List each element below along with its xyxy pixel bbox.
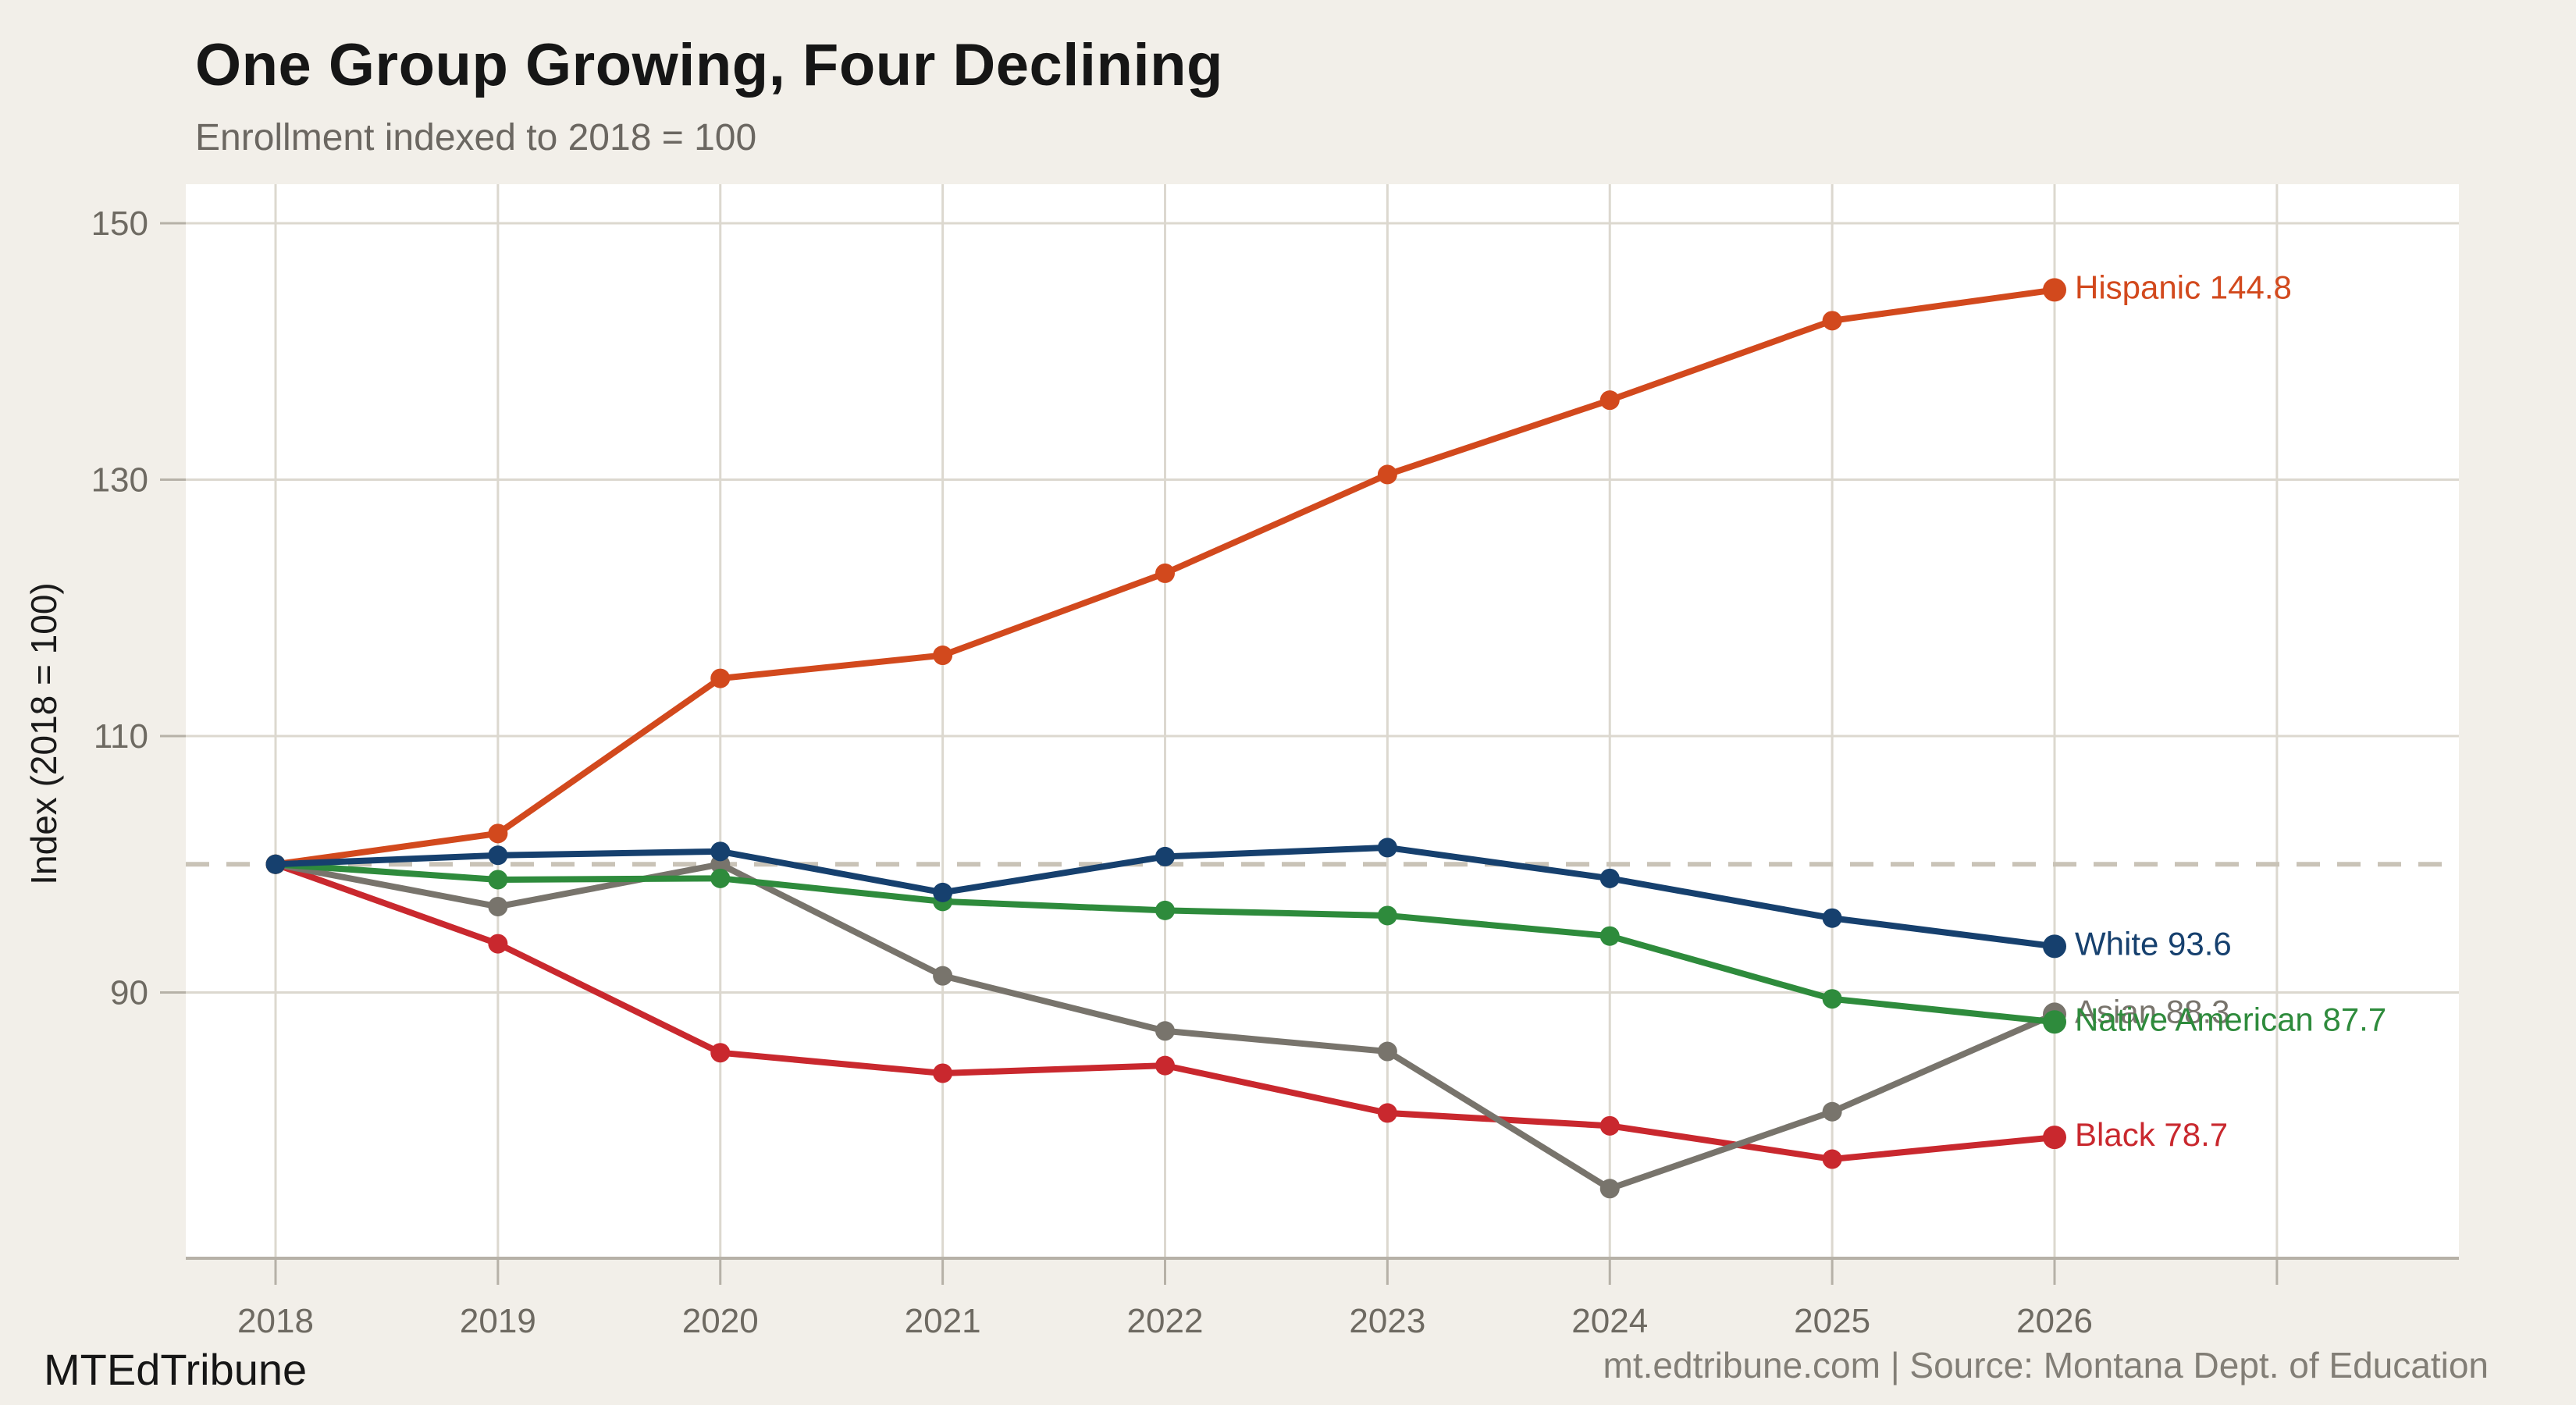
series-point-black-2023 [1377, 1103, 1397, 1123]
chart-header: One Group Growing, Four Declining Enroll… [195, 31, 1223, 159]
series-point-hispanic-2023 [1377, 464, 1397, 485]
series-end-label-asian: Asian 88.3 [2075, 994, 2229, 1030]
page-subtitle: Enrollment indexed to 2018 = 100 [195, 117, 757, 158]
series-point-native-american-2025 [1822, 989, 1842, 1009]
series-point-asian-2022 [1155, 1021, 1175, 1041]
x-tick-label-2026: 2026 [2016, 1302, 2093, 1340]
series-point-black-2026 [2043, 1126, 2066, 1150]
series-point-black-2024 [1599, 1115, 1620, 1136]
series-point-white-2025 [1822, 908, 1842, 928]
x-tick-label-2023: 2023 [1349, 1302, 1425, 1340]
x-tick-label-2022: 2022 [1127, 1302, 1204, 1340]
source-attribution: mt.edtribune.com | Source: Montana Dept.… [1603, 1345, 2489, 1385]
series-point-hispanic-2025 [1822, 311, 1842, 331]
series-point-native-american-2019 [488, 870, 508, 890]
y-tick-label-130: 130 [91, 461, 148, 500]
series-point-native-american-2023 [1377, 905, 1397, 926]
series-end-label-hispanic: Hispanic 144.8 [2075, 269, 2292, 306]
series-point-hispanic-2026 [2043, 278, 2066, 302]
plot-panel [186, 184, 2459, 1258]
y-tick-label-110: 110 [94, 717, 148, 756]
series-point-black-2020 [710, 1043, 731, 1063]
series-end-label-black: Black 78.7 [2075, 1116, 2228, 1153]
series-point-white-2026 [2043, 934, 2066, 959]
series-point-native-american-2026 [2043, 1010, 2066, 1034]
series-point-black-2025 [1822, 1149, 1842, 1169]
series-point-white-2022 [1155, 846, 1175, 866]
y-tick-label-150: 150 [91, 205, 148, 243]
series-point-white-2018 [265, 854, 286, 874]
series-point-white-2024 [1599, 868, 1620, 888]
series-point-hispanic-2020 [710, 668, 731, 688]
series-point-black-2021 [933, 1063, 953, 1083]
series-point-black-2022 [1155, 1055, 1175, 1076]
x-tick-label-2018: 2018 [237, 1302, 314, 1340]
series-end-label-white: White 93.6 [2075, 925, 2232, 962]
series-point-native-american-2024 [1599, 926, 1620, 946]
series-point-white-2019 [488, 845, 508, 866]
series-point-hispanic-2022 [1155, 563, 1175, 583]
series-point-asian-2024 [1599, 1179, 1620, 1199]
series-point-white-2021 [933, 882, 953, 902]
series-point-hispanic-2019 [488, 823, 508, 844]
series-point-hispanic-2024 [1599, 390, 1620, 411]
series-end-label-native-american: Native American 87.7 [2075, 1001, 2386, 1037]
series-point-hispanic-2021 [933, 646, 953, 666]
series-point-white-2020 [710, 841, 731, 862]
x-tick-label-2021: 2021 [905, 1302, 981, 1340]
y-tick-label-90: 90 [110, 974, 148, 1012]
series-point-native-american-2020 [710, 868, 731, 888]
series-point-asian-2019 [488, 896, 508, 916]
series-point-asian-2021 [933, 966, 953, 986]
series-point-native-american-2022 [1155, 900, 1175, 920]
brand-logo-text: MTEdTribune [44, 1345, 308, 1394]
x-tick-label-2025: 2025 [1794, 1302, 1870, 1340]
y-axis-title: Index (2018 = 100) [23, 582, 64, 884]
series-point-asian-2023 [1377, 1041, 1397, 1062]
series-point-black-2019 [488, 934, 508, 954]
series-point-white-2023 [1377, 838, 1397, 858]
x-tick-label-2024: 2024 [1571, 1302, 1648, 1340]
x-tick-label-2019: 2019 [460, 1302, 536, 1340]
page-title: One Group Growing, Four Declining [195, 32, 1223, 98]
series-point-asian-2025 [1822, 1101, 1842, 1122]
x-tick-label-2020: 2020 [682, 1302, 759, 1340]
